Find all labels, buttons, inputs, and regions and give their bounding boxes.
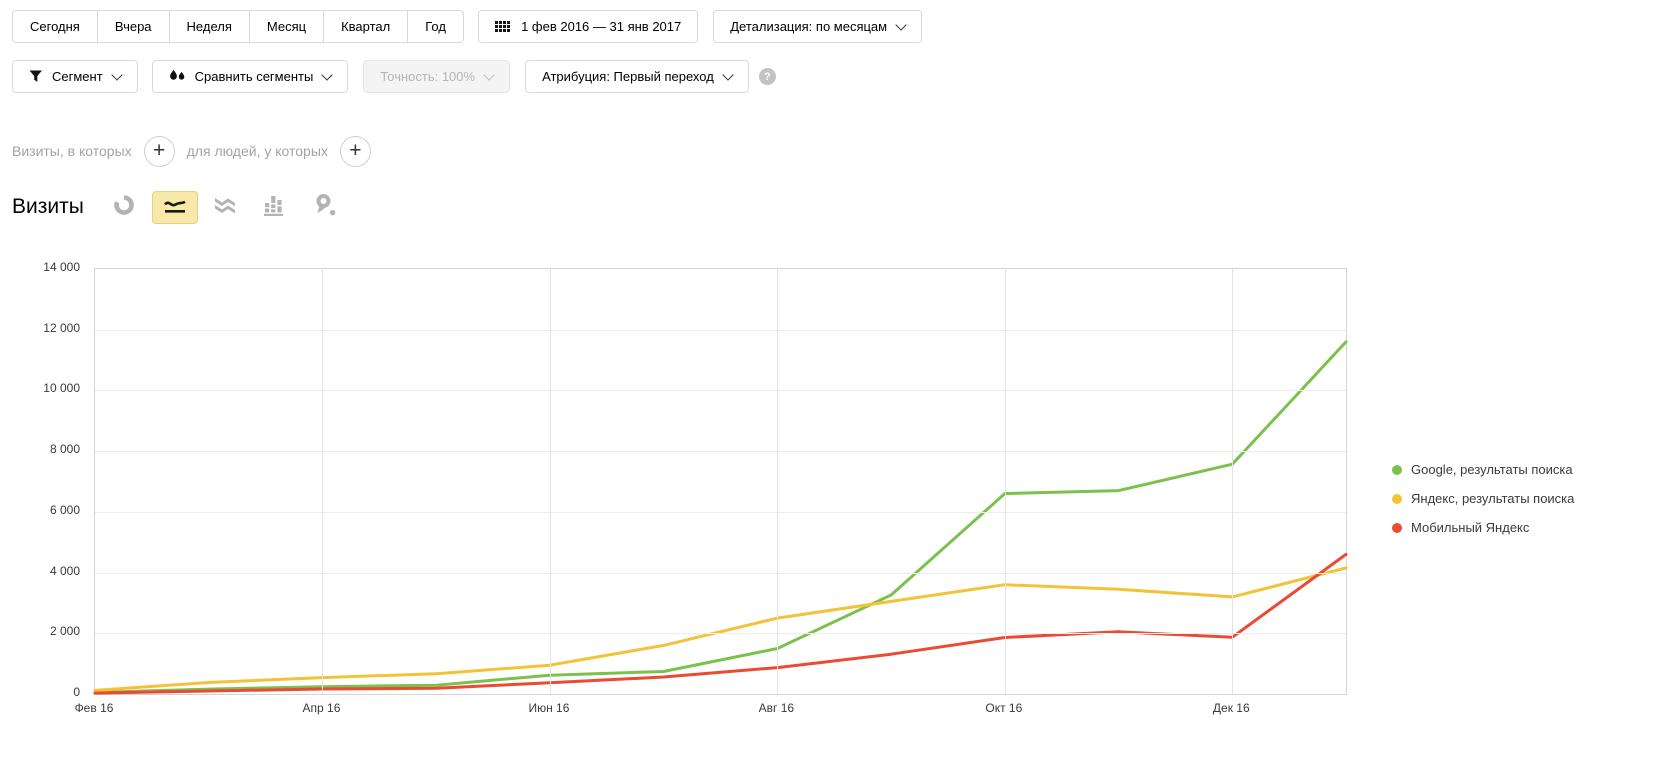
- series-line: [93, 552, 1348, 695]
- v-gridline: [1004, 269, 1006, 694]
- period-button-yesterday[interactable]: Вчера: [96, 11, 169, 42]
- line-series-svg: [93, 340, 1348, 695]
- v-gridline: [777, 269, 779, 694]
- attribution-label: Атрибуция: Первый переход: [542, 69, 714, 84]
- date-range-button[interactable]: 1 фев 2016 — 31 янв 2017: [477, 10, 699, 43]
- add-people-condition-button[interactable]: +: [339, 135, 371, 167]
- line-chart-icon: [161, 195, 189, 220]
- x-axis-label: Дек 16: [1212, 701, 1250, 715]
- help-icon[interactable]: ?: [758, 68, 776, 85]
- v-gridline: [549, 269, 551, 694]
- detalization-label: Детализация: по месяцам: [730, 19, 888, 34]
- legend-label: Мобильный Яндекс: [1411, 520, 1530, 535]
- segment-label: Сегмент: [52, 69, 103, 84]
- period-button-quarter[interactable]: Квартал: [323, 11, 407, 42]
- plus-icon: +: [153, 139, 166, 162]
- h-gridline: [95, 511, 1346, 513]
- legend-label: Яндекс, результаты поиска: [1411, 491, 1575, 506]
- period-button-year[interactable]: Год: [407, 11, 463, 42]
- x-axis-label: Авг 16: [758, 701, 795, 715]
- accuracy-dropdown: Точность: 100%: [363, 60, 511, 93]
- chart-type-line-button[interactable]: [151, 190, 198, 224]
- series-line: [93, 340, 1348, 694]
- visits-condition-label: Визиты, в которых: [12, 143, 132, 159]
- chart-plot-area[interactable]: [93, 268, 1348, 695]
- segment-builder: Визиты, в которых + для людей, у которых…: [12, 134, 383, 168]
- y-axis-label: 2 000: [49, 624, 80, 639]
- x-axis-label: Фев 16: [74, 701, 114, 715]
- x-axis-label: Июн 16: [528, 701, 570, 715]
- compare-segments-dropdown[interactable]: Сравнить сегменты: [151, 60, 349, 93]
- chevron-down-icon: [895, 18, 907, 31]
- y-axis-label: 10 000: [43, 381, 80, 396]
- period-button-week[interactable]: Неделя: [168, 11, 249, 42]
- chevron-down-icon: [722, 68, 734, 81]
- y-axis-label: 14 000: [43, 260, 80, 274]
- metric-header: Визиты: [12, 188, 337, 226]
- pie-chart-icon: [113, 194, 135, 221]
- accuracy-label: Точность: 100%: [380, 69, 476, 84]
- drops-icon: [169, 69, 186, 84]
- legend-label: Google, результаты поиска: [1411, 462, 1573, 477]
- period-button-month[interactable]: Месяц: [248, 11, 323, 42]
- h-gridline: [95, 451, 1346, 453]
- bar-chart-icon: [262, 194, 286, 221]
- legend-item[interactable]: Мобильный Яндекс: [1392, 513, 1574, 542]
- filter-toolbar: Сегмент Сравнить сегменты Точность: 100%…: [12, 60, 776, 93]
- chart-type-map-button[interactable]: [313, 191, 337, 224]
- detalization-dropdown[interactable]: Детализация: по месяцам: [713, 10, 923, 43]
- v-gridline: [322, 269, 324, 694]
- v-gridline: [1232, 269, 1234, 694]
- chevron-down-icon: [111, 68, 123, 81]
- plus-icon: +: [349, 139, 362, 162]
- page-title: Визиты: [12, 195, 84, 218]
- chart-legend: Google, результаты поиска Яндекс, результ…: [1392, 455, 1574, 542]
- chevron-down-icon: [483, 68, 495, 81]
- chart-type-stacked-area-button[interactable]: [213, 191, 237, 224]
- compare-segments-label: Сравнить сегменты: [194, 69, 314, 84]
- funnel-icon: [29, 70, 43, 83]
- segment-dropdown[interactable]: Сегмент: [12, 60, 138, 93]
- chart-type-pie-button[interactable]: [112, 191, 136, 224]
- legend-dot-icon: [1392, 493, 1402, 504]
- period-button-group: Сегодня Вчера Неделя Месяц Квартал Год: [12, 10, 464, 43]
- legend-item[interactable]: Google, результаты поиска: [1392, 455, 1574, 484]
- stacked-area-icon: [213, 195, 237, 220]
- legend-item[interactable]: Яндекс, результаты поиска: [1392, 484, 1574, 513]
- period-toolbar: Сегодня Вчера Неделя Месяц Квартал Год 1 фев …: [12, 10, 923, 43]
- legend-dot-icon: [1392, 464, 1402, 475]
- legend-dot-icon: [1392, 522, 1402, 533]
- y-axis-label: 6 000: [49, 502, 80, 517]
- chevron-down-icon: [321, 68, 333, 81]
- chart-type-bar-button[interactable]: [262, 191, 286, 224]
- h-gridline: [95, 633, 1346, 635]
- h-gridline: [95, 390, 1346, 392]
- x-axis-label: Апр 16: [302, 701, 341, 715]
- date-range-label: 1 фев 2016 — 31 янв 2017: [521, 19, 682, 34]
- period-button-today[interactable]: Сегодня: [30, 19, 80, 34]
- y-axis-label: 12 000: [43, 320, 80, 335]
- h-gridline: [95, 572, 1346, 574]
- series-line: [93, 566, 1348, 692]
- h-gridline: [95, 329, 1346, 331]
- y-axis-label: 4 000: [49, 563, 80, 578]
- map-pin-icon: [313, 193, 337, 221]
- people-condition-label: для людей, у которых: [186, 143, 328, 159]
- y-axis-label: 0: [73, 685, 80, 699]
- attribution-dropdown[interactable]: Атрибуция: Первый переход: [525, 60, 749, 93]
- add-visit-condition-button[interactable]: +: [143, 135, 175, 167]
- x-axis-label: Окт 16: [985, 701, 1023, 715]
- y-axis-label: 8 000: [49, 442, 80, 457]
- calendar-grid-icon: [494, 21, 511, 32]
